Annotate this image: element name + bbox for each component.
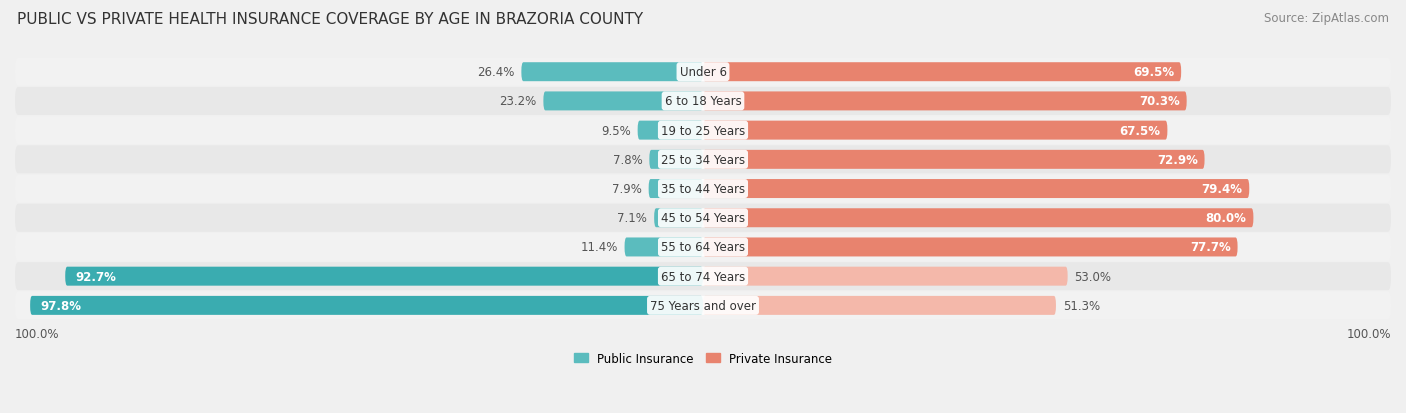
Text: 7.8%: 7.8% xyxy=(613,154,643,166)
FancyBboxPatch shape xyxy=(624,238,703,257)
FancyBboxPatch shape xyxy=(654,209,703,228)
Text: 7.1%: 7.1% xyxy=(617,212,647,225)
FancyBboxPatch shape xyxy=(15,204,1391,232)
FancyBboxPatch shape xyxy=(648,180,703,199)
Text: Under 6: Under 6 xyxy=(679,66,727,79)
Text: 92.7%: 92.7% xyxy=(76,270,117,283)
Text: 19 to 25 Years: 19 to 25 Years xyxy=(661,124,745,137)
FancyBboxPatch shape xyxy=(15,117,1391,145)
FancyBboxPatch shape xyxy=(703,209,1253,228)
FancyBboxPatch shape xyxy=(703,296,1056,315)
Text: 55 to 64 Years: 55 to 64 Years xyxy=(661,241,745,254)
FancyBboxPatch shape xyxy=(15,233,1391,261)
Text: 6 to 18 Years: 6 to 18 Years xyxy=(665,95,741,108)
Text: 100.0%: 100.0% xyxy=(1347,328,1391,340)
FancyBboxPatch shape xyxy=(15,88,1391,116)
FancyBboxPatch shape xyxy=(703,267,1067,286)
FancyBboxPatch shape xyxy=(65,267,703,286)
Text: 45 to 54 Years: 45 to 54 Years xyxy=(661,212,745,225)
Text: 11.4%: 11.4% xyxy=(581,241,617,254)
Text: 80.0%: 80.0% xyxy=(1206,212,1247,225)
Text: 7.9%: 7.9% xyxy=(612,183,641,196)
Text: PUBLIC VS PRIVATE HEALTH INSURANCE COVERAGE BY AGE IN BRAZORIA COUNTY: PUBLIC VS PRIVATE HEALTH INSURANCE COVER… xyxy=(17,12,643,27)
FancyBboxPatch shape xyxy=(703,150,1205,169)
FancyBboxPatch shape xyxy=(703,180,1250,199)
Text: 26.4%: 26.4% xyxy=(477,66,515,79)
FancyBboxPatch shape xyxy=(703,238,1237,257)
Text: 79.4%: 79.4% xyxy=(1201,183,1243,196)
Text: 67.5%: 67.5% xyxy=(1119,124,1160,137)
Text: 69.5%: 69.5% xyxy=(1133,66,1174,79)
FancyBboxPatch shape xyxy=(703,63,1181,82)
Text: 75 Years and over: 75 Years and over xyxy=(650,299,756,312)
Text: 77.7%: 77.7% xyxy=(1189,241,1230,254)
FancyBboxPatch shape xyxy=(650,150,703,169)
Text: 25 to 34 Years: 25 to 34 Years xyxy=(661,154,745,166)
Text: 97.8%: 97.8% xyxy=(41,299,82,312)
Text: 72.9%: 72.9% xyxy=(1157,154,1198,166)
Text: 9.5%: 9.5% xyxy=(600,124,631,137)
FancyBboxPatch shape xyxy=(703,92,1187,111)
Text: Source: ZipAtlas.com: Source: ZipAtlas.com xyxy=(1264,12,1389,25)
FancyBboxPatch shape xyxy=(522,63,703,82)
FancyBboxPatch shape xyxy=(15,263,1391,290)
Text: 51.3%: 51.3% xyxy=(1063,299,1099,312)
FancyBboxPatch shape xyxy=(543,92,703,111)
FancyBboxPatch shape xyxy=(15,292,1391,320)
Text: 70.3%: 70.3% xyxy=(1139,95,1180,108)
FancyBboxPatch shape xyxy=(703,121,1167,140)
Text: 35 to 44 Years: 35 to 44 Years xyxy=(661,183,745,196)
Text: 100.0%: 100.0% xyxy=(15,328,59,340)
Text: 23.2%: 23.2% xyxy=(499,95,537,108)
FancyBboxPatch shape xyxy=(15,59,1391,86)
Text: 53.0%: 53.0% xyxy=(1074,270,1112,283)
FancyBboxPatch shape xyxy=(15,146,1391,174)
Legend: Public Insurance, Private Insurance: Public Insurance, Private Insurance xyxy=(569,347,837,370)
FancyBboxPatch shape xyxy=(15,175,1391,203)
Text: 65 to 74 Years: 65 to 74 Years xyxy=(661,270,745,283)
FancyBboxPatch shape xyxy=(638,121,703,140)
FancyBboxPatch shape xyxy=(30,296,703,315)
